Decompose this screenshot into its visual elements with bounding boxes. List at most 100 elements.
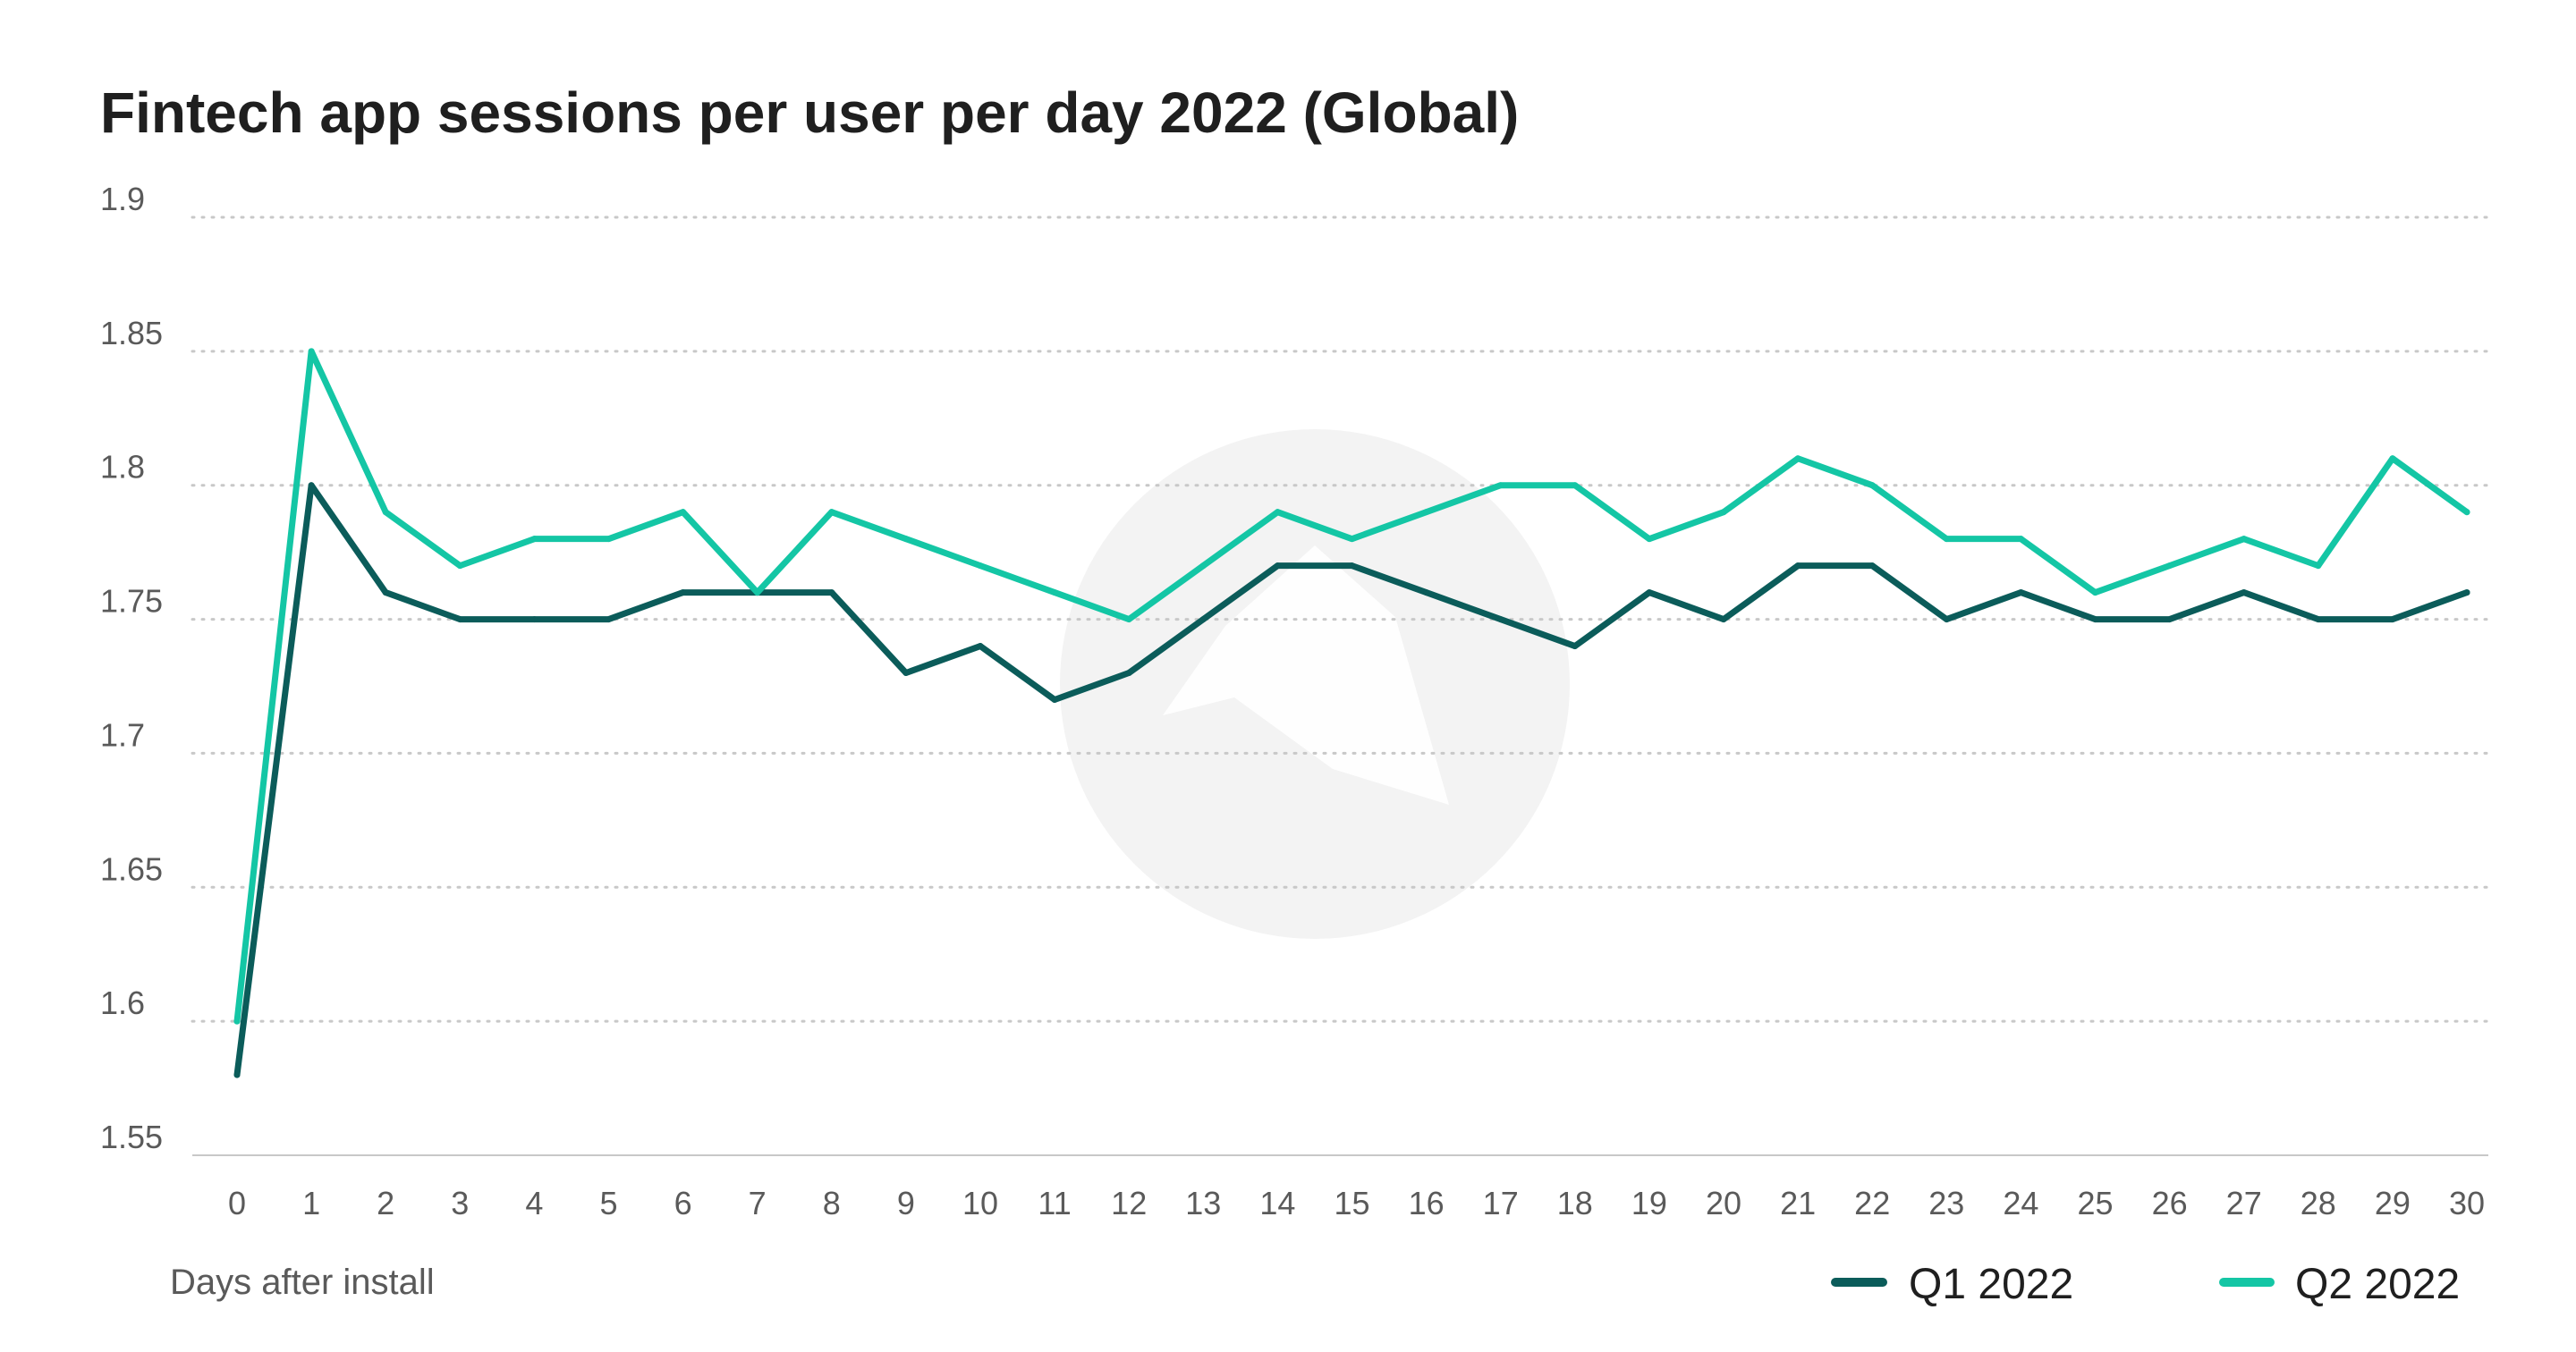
data-point-q1 (1497, 616, 1504, 622)
x-tick-label: 19 (1631, 1185, 1667, 1221)
line-chart: Fintech app sessions per user per day 20… (0, 0, 2576, 1352)
data-point-q2 (1275, 509, 1281, 515)
data-point-q1 (680, 589, 686, 596)
x-tick-label: 5 (599, 1185, 617, 1221)
x-tick-label: 18 (1557, 1185, 1593, 1221)
y-tick-label: 1.65 (100, 850, 163, 887)
data-point-q2 (1572, 482, 1578, 488)
x-tick-label: 22 (1854, 1185, 1890, 1221)
data-point-q2 (754, 589, 760, 596)
data-point-q1 (1126, 670, 1132, 676)
data-point-q2 (1497, 482, 1504, 488)
x-tick-label: 30 (2449, 1185, 2485, 1221)
x-tick-label: 21 (1780, 1185, 1816, 1221)
data-point-q1 (1423, 589, 1429, 596)
data-point-q2 (902, 536, 909, 542)
data-point-q1 (2315, 616, 2321, 622)
data-point-q1 (531, 616, 538, 622)
x-tick-label: 16 (1409, 1185, 1445, 1221)
legend: Q1 2022 Q2 2022 (1835, 1261, 2460, 1308)
data-point-q2 (1795, 455, 1801, 461)
data-point-q1 (2241, 589, 2247, 596)
legend-item-q2: Q2 2022 (2224, 1261, 2460, 1308)
x-tick-label: 20 (1706, 1185, 1741, 1221)
legend-label-q1: Q1 2022 (1909, 1261, 2073, 1308)
data-point-q2 (2092, 589, 2098, 596)
data-point-q2 (457, 562, 463, 569)
data-point-q2 (680, 509, 686, 515)
data-point-q1 (2464, 589, 2470, 596)
data-point-q2 (309, 348, 315, 354)
x-tick-label: 2 (377, 1185, 394, 1221)
y-tick-label: 1.85 (100, 315, 163, 351)
x-tick-label: 29 (2375, 1185, 2411, 1221)
data-point-q2 (606, 536, 612, 542)
x-tick-label: 9 (897, 1185, 915, 1221)
chart-title: Fintech app sessions per user per day 20… (100, 80, 1519, 145)
data-point-q2 (1423, 509, 1429, 515)
x-axis-ticks: 0 1 2 3 4 5 6 7 8 9 10 11 12 13 14 15 16 17 18 19 20 21 22 23 24… (228, 1185, 2485, 1221)
data-point-q1 (902, 670, 909, 676)
x-axis-label: Days after install (170, 1263, 435, 1302)
x-tick-label: 17 (1483, 1185, 1519, 1221)
y-tick-label: 1.6 (100, 984, 145, 1021)
data-point-q1 (1646, 589, 1652, 596)
x-tick-label: 8 (823, 1185, 841, 1221)
data-point-q1 (383, 589, 389, 596)
data-point-q2 (2464, 509, 2470, 515)
data-point-q2 (1944, 536, 1950, 542)
x-tick-label: 27 (2226, 1185, 2262, 1221)
x-tick-label: 6 (674, 1185, 692, 1221)
data-point-q1 (234, 1072, 241, 1078)
data-point-q2 (828, 509, 835, 515)
data-point-q1 (2018, 589, 2024, 596)
x-tick-label: 10 (962, 1185, 998, 1221)
data-point-q2 (2389, 455, 2395, 461)
data-point-q2 (1126, 616, 1132, 622)
data-point-q1 (2166, 616, 2173, 622)
data-point-q1 (1795, 562, 1801, 569)
y-axis-ticks: 1.55 1.6 1.65 1.7 1.75 1.8 1.85 1.9 (100, 181, 163, 1155)
data-point-q1 (828, 589, 835, 596)
x-tick-label: 13 (1185, 1185, 1221, 1221)
data-point-q2 (2315, 562, 2321, 569)
x-tick-label: 7 (749, 1185, 767, 1221)
x-tick-label: 12 (1111, 1185, 1147, 1221)
y-tick-label: 1.75 (100, 583, 163, 620)
data-point-q1 (1869, 562, 1876, 569)
x-tick-label: 25 (2077, 1185, 2113, 1221)
x-tick-label: 3 (451, 1185, 469, 1221)
data-point-q1 (1572, 643, 1578, 649)
data-point-q2 (531, 536, 538, 542)
data-point-q1 (1275, 562, 1281, 569)
x-tick-label: 28 (2301, 1185, 2336, 1221)
data-point-q1 (2092, 616, 2098, 622)
data-point-q1 (1349, 562, 1355, 569)
data-point-q2 (234, 1018, 241, 1025)
data-point-q2 (1721, 509, 1727, 515)
data-point-q2 (978, 562, 984, 569)
data-point-q2 (383, 509, 389, 515)
x-tick-label: 26 (2152, 1185, 2188, 1221)
data-point-q1 (1944, 616, 1950, 622)
data-point-q2 (1349, 536, 1355, 542)
data-point-q2 (1200, 562, 1207, 569)
data-point-q2 (1869, 482, 1876, 488)
data-point-q1 (1052, 697, 1058, 703)
data-point-q2 (2241, 536, 2247, 542)
data-point-q1 (978, 643, 984, 649)
data-point-q2 (1646, 536, 1652, 542)
legend-label-q2: Q2 2022 (2295, 1261, 2460, 1308)
data-point-q1 (1200, 616, 1207, 622)
legend-item-q1: Q1 2022 (1835, 1261, 2073, 1308)
x-tick-label: 15 (1334, 1185, 1369, 1221)
x-tick-label: 0 (228, 1185, 246, 1221)
y-tick-label: 1.8 (100, 449, 145, 486)
y-tick-label: 1.55 (100, 1119, 163, 1155)
data-point-q1 (2389, 616, 2395, 622)
y-tick-label: 1.9 (100, 181, 145, 217)
x-tick-label: 4 (525, 1185, 543, 1221)
logo-watermark-icon (1060, 429, 1570, 939)
data-point-q2 (1052, 589, 1058, 596)
data-point-q2 (2166, 562, 2173, 569)
